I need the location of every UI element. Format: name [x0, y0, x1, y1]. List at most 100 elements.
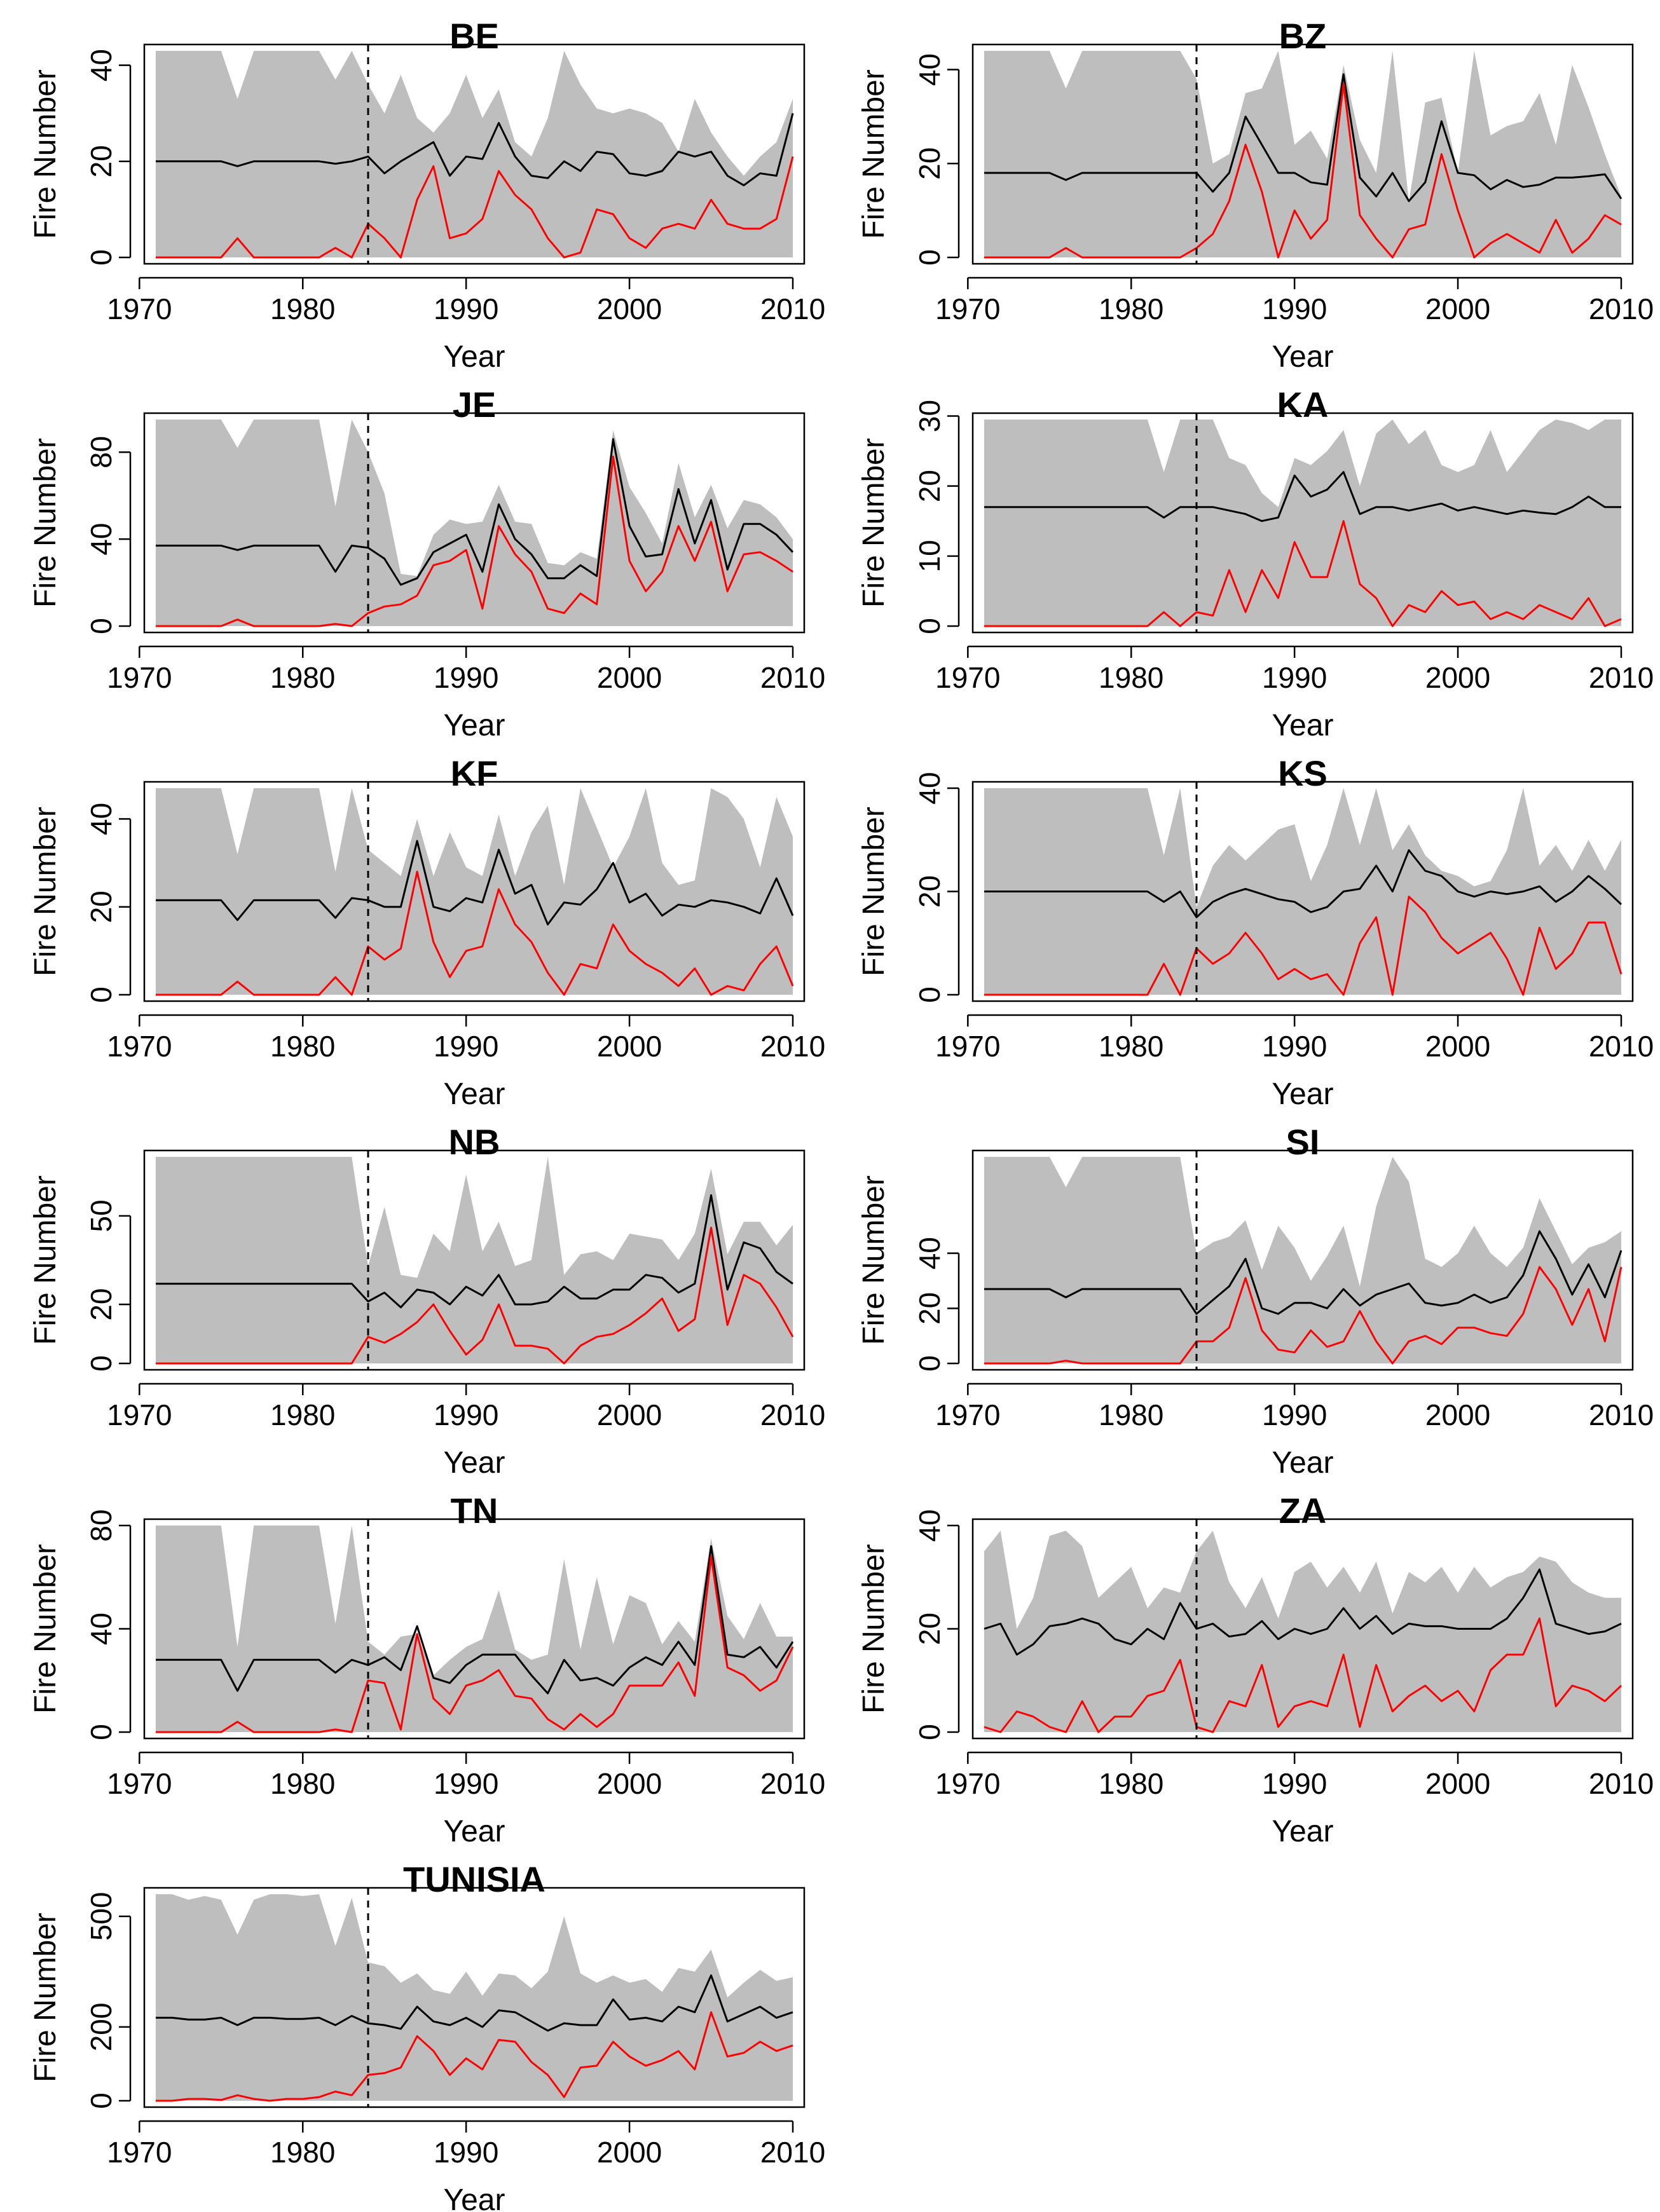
- y-tick-label: 80: [85, 1509, 118, 1541]
- x-tick-label: 1980: [270, 1030, 335, 1063]
- recorded-line-be: [156, 156, 794, 259]
- x-tick-label: 2000: [1425, 292, 1490, 325]
- panel-si: 1970 1980 1990 2000 2010 0 20 40 SI Year Fire Numb…: [857, 1122, 1654, 1480]
- x-tick-label: 1990: [434, 1398, 498, 1431]
- band-be: [156, 51, 793, 257]
- x-tick-label: 2000: [597, 292, 662, 325]
- panel-za: 1970 1980 1990 2000 2010 0 20 40 ZA Year Fire Numb…: [857, 1491, 1654, 1848]
- y-tick-label: 0: [85, 1355, 118, 1372]
- x-axis-label-be: Year: [444, 340, 505, 374]
- x-tick-label: 2010: [760, 1398, 825, 1431]
- x-tick-label: 2000: [1425, 1398, 1490, 1431]
- estimated-line-bz: [984, 73, 1622, 202]
- y-axis-label-za: Fire Number: [857, 1544, 891, 1714]
- y-tick-label: 0: [913, 618, 946, 634]
- y-tick-label: 20: [913, 1292, 946, 1325]
- y-tick-label: 0: [85, 987, 118, 1003]
- chart-title-bz: BZ: [1279, 16, 1327, 56]
- panel-je: 1970 1980 1990 2000 2010 0 40 80 JE Year Fire Numb…: [29, 385, 825, 742]
- x-tick-label: 1990: [434, 2136, 498, 2169]
- x-tick-label: 2000: [597, 661, 662, 694]
- x-tick-label: 1990: [1262, 292, 1327, 325]
- x-axis-label-ks: Year: [1272, 1077, 1334, 1111]
- y-axis-label-nb: Fire Number: [29, 1175, 62, 1345]
- plot-frame-nb: [143, 1149, 806, 1371]
- x-tick-label: 2000: [1425, 1030, 1490, 1063]
- chart-title-je: JE: [453, 385, 497, 425]
- chart-title-tunisia: TUNISIA: [403, 1859, 545, 1899]
- x-tick-label: 2000: [1425, 1767, 1490, 1800]
- estimated-line-tn: [156, 1545, 794, 1695]
- x-tick-label: 1980: [1099, 1398, 1163, 1431]
- x-tick-label: 1970: [935, 292, 1000, 325]
- x-tick-label: 2010: [760, 1030, 825, 1063]
- y-tick-label: 0: [913, 1355, 946, 1372]
- y-axis-label-bz: Fire Number: [857, 69, 891, 239]
- plot-frame-ka: [971, 412, 1634, 634]
- x-axis-label-kf: Year: [444, 1077, 505, 1111]
- y-axis-label-si: Fire Number: [857, 1175, 891, 1345]
- x-tick-label: 1970: [107, 2136, 172, 2169]
- y-tick-label: 0: [913, 1724, 946, 1740]
- y-tick-label: 0: [913, 987, 946, 1003]
- x-tick-label: 1990: [1262, 661, 1327, 694]
- band-si: [984, 1157, 1621, 1363]
- chart-title-nb: NB: [449, 1122, 500, 1162]
- y-axis-label-be: Fire Number: [29, 69, 62, 239]
- x-tick-label: 1980: [1099, 292, 1163, 325]
- x-tick-label: 2010: [1589, 1030, 1654, 1063]
- x-tick-label: 1980: [1099, 661, 1163, 694]
- estimated-line-kf: [156, 840, 794, 925]
- panel-nb: 1970 1980 1990 2000 2010 0 20 50 NB Year Fire Numb…: [29, 1122, 825, 1480]
- x-tick-label: 1990: [1262, 1767, 1327, 1800]
- x-tick-label: 2010: [1589, 292, 1654, 325]
- band-je: [156, 420, 793, 626]
- chart-title-kf: KF: [451, 753, 498, 793]
- recorded-line-za: [984, 1617, 1622, 1733]
- estimated-line-za: [984, 1568, 1622, 1656]
- x-tick-label: 1990: [434, 661, 498, 694]
- x-tick-label: 1970: [107, 1767, 172, 1800]
- plot-frame-ks: [971, 781, 1634, 1002]
- x-tick-label: 1970: [935, 1398, 1000, 1431]
- recorded-line-tunisia: [156, 2011, 793, 2102]
- x-tick-label: 1970: [107, 292, 172, 325]
- estimated-line-tunisia: [156, 1974, 793, 2032]
- x-tick-label: 1970: [107, 661, 172, 694]
- panel-tn: 1970 1980 1990 2000 2010 0 40 80 TN Year Fire Numb…: [29, 1491, 825, 1848]
- y-tick-label: 0: [913, 249, 946, 266]
- panel-be: 1970 1980 1990 2000 2010 0 20 40 BE Year Fire Numb…: [29, 16, 825, 374]
- y-tick-label: 40: [85, 523, 118, 556]
- recorded-line-nb: [156, 1226, 794, 1365]
- band-tn: [156, 1526, 793, 1732]
- x-tick-label: 2010: [760, 292, 825, 325]
- y-tick-label: 0: [85, 249, 118, 266]
- x-tick-label: 2010: [760, 1767, 825, 1800]
- y-tick-label: 500: [85, 1892, 118, 1941]
- x-tick-label: 1980: [1099, 1767, 1163, 1800]
- estimated-line-ka: [984, 471, 1621, 522]
- y-tick-label: 40: [913, 1237, 946, 1269]
- plot-frame-tunisia: [143, 1887, 806, 2108]
- plot-frame-je: [143, 412, 806, 634]
- y-tick-label: 40: [913, 772, 946, 804]
- panel-tunisia: 1970 1980 1990 2000 2010 0 200 500 TUNISIA Year Fi…: [29, 1859, 825, 2212]
- panel-ks: 1970 1980 1990 2000 2010 0 20 40 KS Year Fire Numb…: [857, 753, 1654, 1111]
- x-tick-label: 1990: [434, 292, 498, 325]
- x-tick-label: 1990: [1262, 1030, 1327, 1063]
- y-axis-label-ks: Fire Number: [857, 807, 891, 976]
- y-axis-label-je: Fire Number: [29, 438, 62, 608]
- estimated-line-nb: [156, 1194, 793, 1309]
- y-tick-label: 40: [913, 53, 946, 86]
- plot-frame-bz: [971, 43, 1634, 265]
- panel-bz: 1970 1980 1990 2000 2010 0 20 40 BZ Year Fire Numb…: [857, 16, 1654, 374]
- chart-title-za: ZA: [1279, 1491, 1327, 1531]
- band-bz: [984, 51, 1621, 257]
- y-tick-label: 20: [85, 1288, 118, 1321]
- x-tick-label: 1970: [935, 1030, 1000, 1063]
- recorded-line-ka: [984, 520, 1622, 627]
- x-tick-label: 1970: [107, 1030, 172, 1063]
- y-tick-label: 80: [85, 436, 118, 468]
- x-tick-label: 2010: [1589, 661, 1654, 694]
